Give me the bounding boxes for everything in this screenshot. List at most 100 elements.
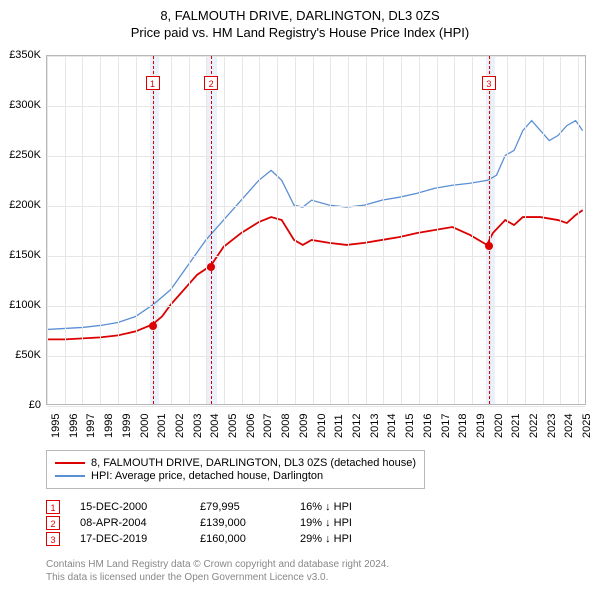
- x-tick-label: 2004: [209, 414, 221, 438]
- y-tick-label: £350K: [9, 49, 41, 61]
- x-tick-label: 2022: [528, 414, 540, 438]
- x-axis: 1995 1996 1997 1998 1999 2000 2001 2002 2003 2004…: [46, 408, 586, 448]
- event-row: 208-APR-2004£139,00019% ↓ HPI: [46, 516, 352, 530]
- gridline-h: [47, 306, 585, 307]
- y-tick-label: £250K: [9, 149, 41, 161]
- sale-dot: [207, 263, 215, 271]
- gridline-v: [295, 56, 296, 404]
- x-tick-label: 1997: [85, 414, 97, 438]
- x-tick-label: 2016: [422, 414, 434, 438]
- legend-item: 8, FALMOUTH DRIVE, DARLINGTON, DL3 0ZS (…: [55, 457, 416, 469]
- footer-note: Contains HM Land Registry data © Crown c…: [46, 558, 586, 584]
- gridline-v: [419, 56, 420, 404]
- gridline-v: [366, 56, 367, 404]
- gridline-h: [47, 406, 585, 407]
- event-row: 317-DEC-2019£160,00029% ↓ HPI: [46, 532, 352, 546]
- event-price: £139,000: [200, 517, 280, 529]
- legend-label: HPI: Average price, detached house, Darl…: [91, 470, 323, 482]
- x-tick-label: 2015: [404, 414, 416, 438]
- x-tick-label: 2005: [227, 414, 239, 438]
- reference-line: [211, 56, 212, 404]
- chart-plot-area: 1 2 3: [46, 55, 586, 405]
- x-tick-label: 2006: [245, 414, 257, 438]
- y-axis: £0£50K£100K£150K£200K£250K£300K£350K: [0, 55, 44, 405]
- x-tick-label: 2008: [280, 414, 292, 438]
- gridline-h: [47, 156, 585, 157]
- x-tick-label: 2025: [581, 414, 593, 438]
- event-price: £79,995: [200, 501, 280, 513]
- y-tick-label: £300K: [9, 99, 41, 111]
- legend-swatch: [55, 462, 85, 464]
- gridline-v: [224, 56, 225, 404]
- sale-dot: [149, 322, 157, 330]
- x-tick-label: 2019: [475, 414, 487, 438]
- gridline-v: [171, 56, 172, 404]
- legend: 8, FALMOUTH DRIVE, DARLINGTON, DL3 0ZS (…: [46, 450, 425, 489]
- gridline-v: [136, 56, 137, 404]
- events-table: 115-DEC-2000£79,99516% ↓ HPI208-APR-2004…: [46, 498, 352, 548]
- x-tick-label: 2009: [298, 414, 310, 438]
- event-diff: 19% ↓ HPI: [300, 517, 352, 529]
- reference-marker: 2: [204, 76, 218, 90]
- event-number: 2: [46, 516, 60, 530]
- x-tick-label: 2000: [139, 414, 151, 438]
- gridline-v: [100, 56, 101, 404]
- x-tick-label: 2010: [316, 414, 328, 438]
- gridline-v: [348, 56, 349, 404]
- legend-swatch: [55, 475, 85, 477]
- x-tick-label: 2003: [192, 414, 204, 438]
- gridline-h: [47, 256, 585, 257]
- event-number: 3: [46, 532, 60, 546]
- gridline-v: [242, 56, 243, 404]
- gridline-v: [472, 56, 473, 404]
- reference-marker: 3: [482, 76, 496, 90]
- x-tick-label: 1999: [121, 414, 133, 438]
- reference-line: [153, 56, 154, 404]
- gridline-h: [47, 106, 585, 107]
- x-tick-label: 1996: [68, 414, 80, 438]
- event-diff: 29% ↓ HPI: [300, 533, 352, 545]
- x-tick-label: 2017: [440, 414, 452, 438]
- gridline-v: [437, 56, 438, 404]
- event-date: 17-DEC-2019: [80, 533, 180, 545]
- gridline-v: [118, 56, 119, 404]
- x-tick-label: 2013: [369, 414, 381, 438]
- x-tick-label: 1995: [50, 414, 62, 438]
- gridline-v: [330, 56, 331, 404]
- gridline-v: [259, 56, 260, 404]
- title-line2: Price paid vs. HM Land Registry's House …: [10, 25, 590, 40]
- gridline-v: [47, 56, 48, 404]
- gridline-v: [65, 56, 66, 404]
- footer-line2: This data is licensed under the Open Gov…: [46, 571, 586, 584]
- gridline-v: [189, 56, 190, 404]
- gridline-v: [507, 56, 508, 404]
- x-tick-label: 2014: [386, 414, 398, 438]
- legend-label: 8, FALMOUTH DRIVE, DARLINGTON, DL3 0ZS (…: [91, 457, 416, 469]
- gridline-v: [454, 56, 455, 404]
- y-tick-label: £150K: [9, 249, 41, 261]
- chart-title: 8, FALMOUTH DRIVE, DARLINGTON, DL3 0ZS P…: [0, 0, 600, 44]
- x-tick-label: 2001: [156, 414, 168, 438]
- sale-dot: [485, 242, 493, 250]
- gridline-v: [543, 56, 544, 404]
- series-line-property: [48, 210, 583, 339]
- gridline-v: [206, 56, 207, 404]
- event-row: 115-DEC-2000£79,99516% ↓ HPI: [46, 500, 352, 514]
- x-tick-label: 2020: [493, 414, 505, 438]
- x-tick-label: 2007: [262, 414, 274, 438]
- gridline-v: [277, 56, 278, 404]
- x-tick-label: 2024: [563, 414, 575, 438]
- x-tick-label: 2018: [457, 414, 469, 438]
- gridline-h: [47, 206, 585, 207]
- gridline-v: [313, 56, 314, 404]
- gridline-v: [401, 56, 402, 404]
- legend-item: HPI: Average price, detached house, Darl…: [55, 470, 416, 482]
- gridline-v: [82, 56, 83, 404]
- event-diff: 16% ↓ HPI: [300, 501, 352, 513]
- x-tick-label: 1998: [103, 414, 115, 438]
- y-tick-label: £0: [29, 399, 41, 411]
- x-tick-label: 2002: [174, 414, 186, 438]
- x-tick-label: 2021: [510, 414, 522, 438]
- event-number: 1: [46, 500, 60, 514]
- reference-marker: 1: [146, 76, 160, 90]
